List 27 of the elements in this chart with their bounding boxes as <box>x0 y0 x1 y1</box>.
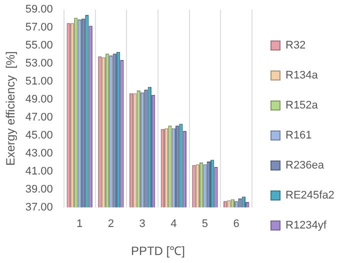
y-tick-label: 49.00 <box>25 94 53 106</box>
legend-label: RE245fa2 <box>286 190 334 202</box>
y-tick-label: 55.00 <box>25 40 53 52</box>
legend-label: R236ea <box>286 160 325 172</box>
y-tick-label: 53.00 <box>25 58 53 70</box>
y-tick-label: 57.00 <box>25 22 53 34</box>
y-tick-label: 59.00 <box>25 4 53 16</box>
y-tick-label: 43.00 <box>25 147 53 160</box>
legend-label: R161 <box>286 130 312 142</box>
x-tick-label: 4 <box>170 218 177 230</box>
y-tick-label: 37.00 <box>25 201 53 214</box>
y-tick-label: 47.00 <box>25 112 53 124</box>
legend-label: R1234yf <box>286 220 328 232</box>
legend-label: R134a <box>286 70 319 82</box>
y-axis-title: Exergy efficiency [%] <box>4 51 18 166</box>
x-axis-title: PPTD [℃] <box>130 244 185 258</box>
legend-label: R32 <box>286 40 306 52</box>
y-tick-label: 45.00 <box>25 130 53 142</box>
x-tick-label: 1 <box>76 218 83 230</box>
x-tick-label: 2 <box>108 218 114 230</box>
legend-label: R152a <box>286 100 319 112</box>
x-tick-label: 5 <box>202 218 208 230</box>
x-tick-label: 6 <box>233 218 240 230</box>
x-tick-label: 3 <box>139 218 146 230</box>
y-tick-label: 39.00 <box>25 183 53 196</box>
y-tick-label: 51.00 <box>25 76 53 88</box>
y-tick-label: 41.00 <box>25 165 53 178</box>
